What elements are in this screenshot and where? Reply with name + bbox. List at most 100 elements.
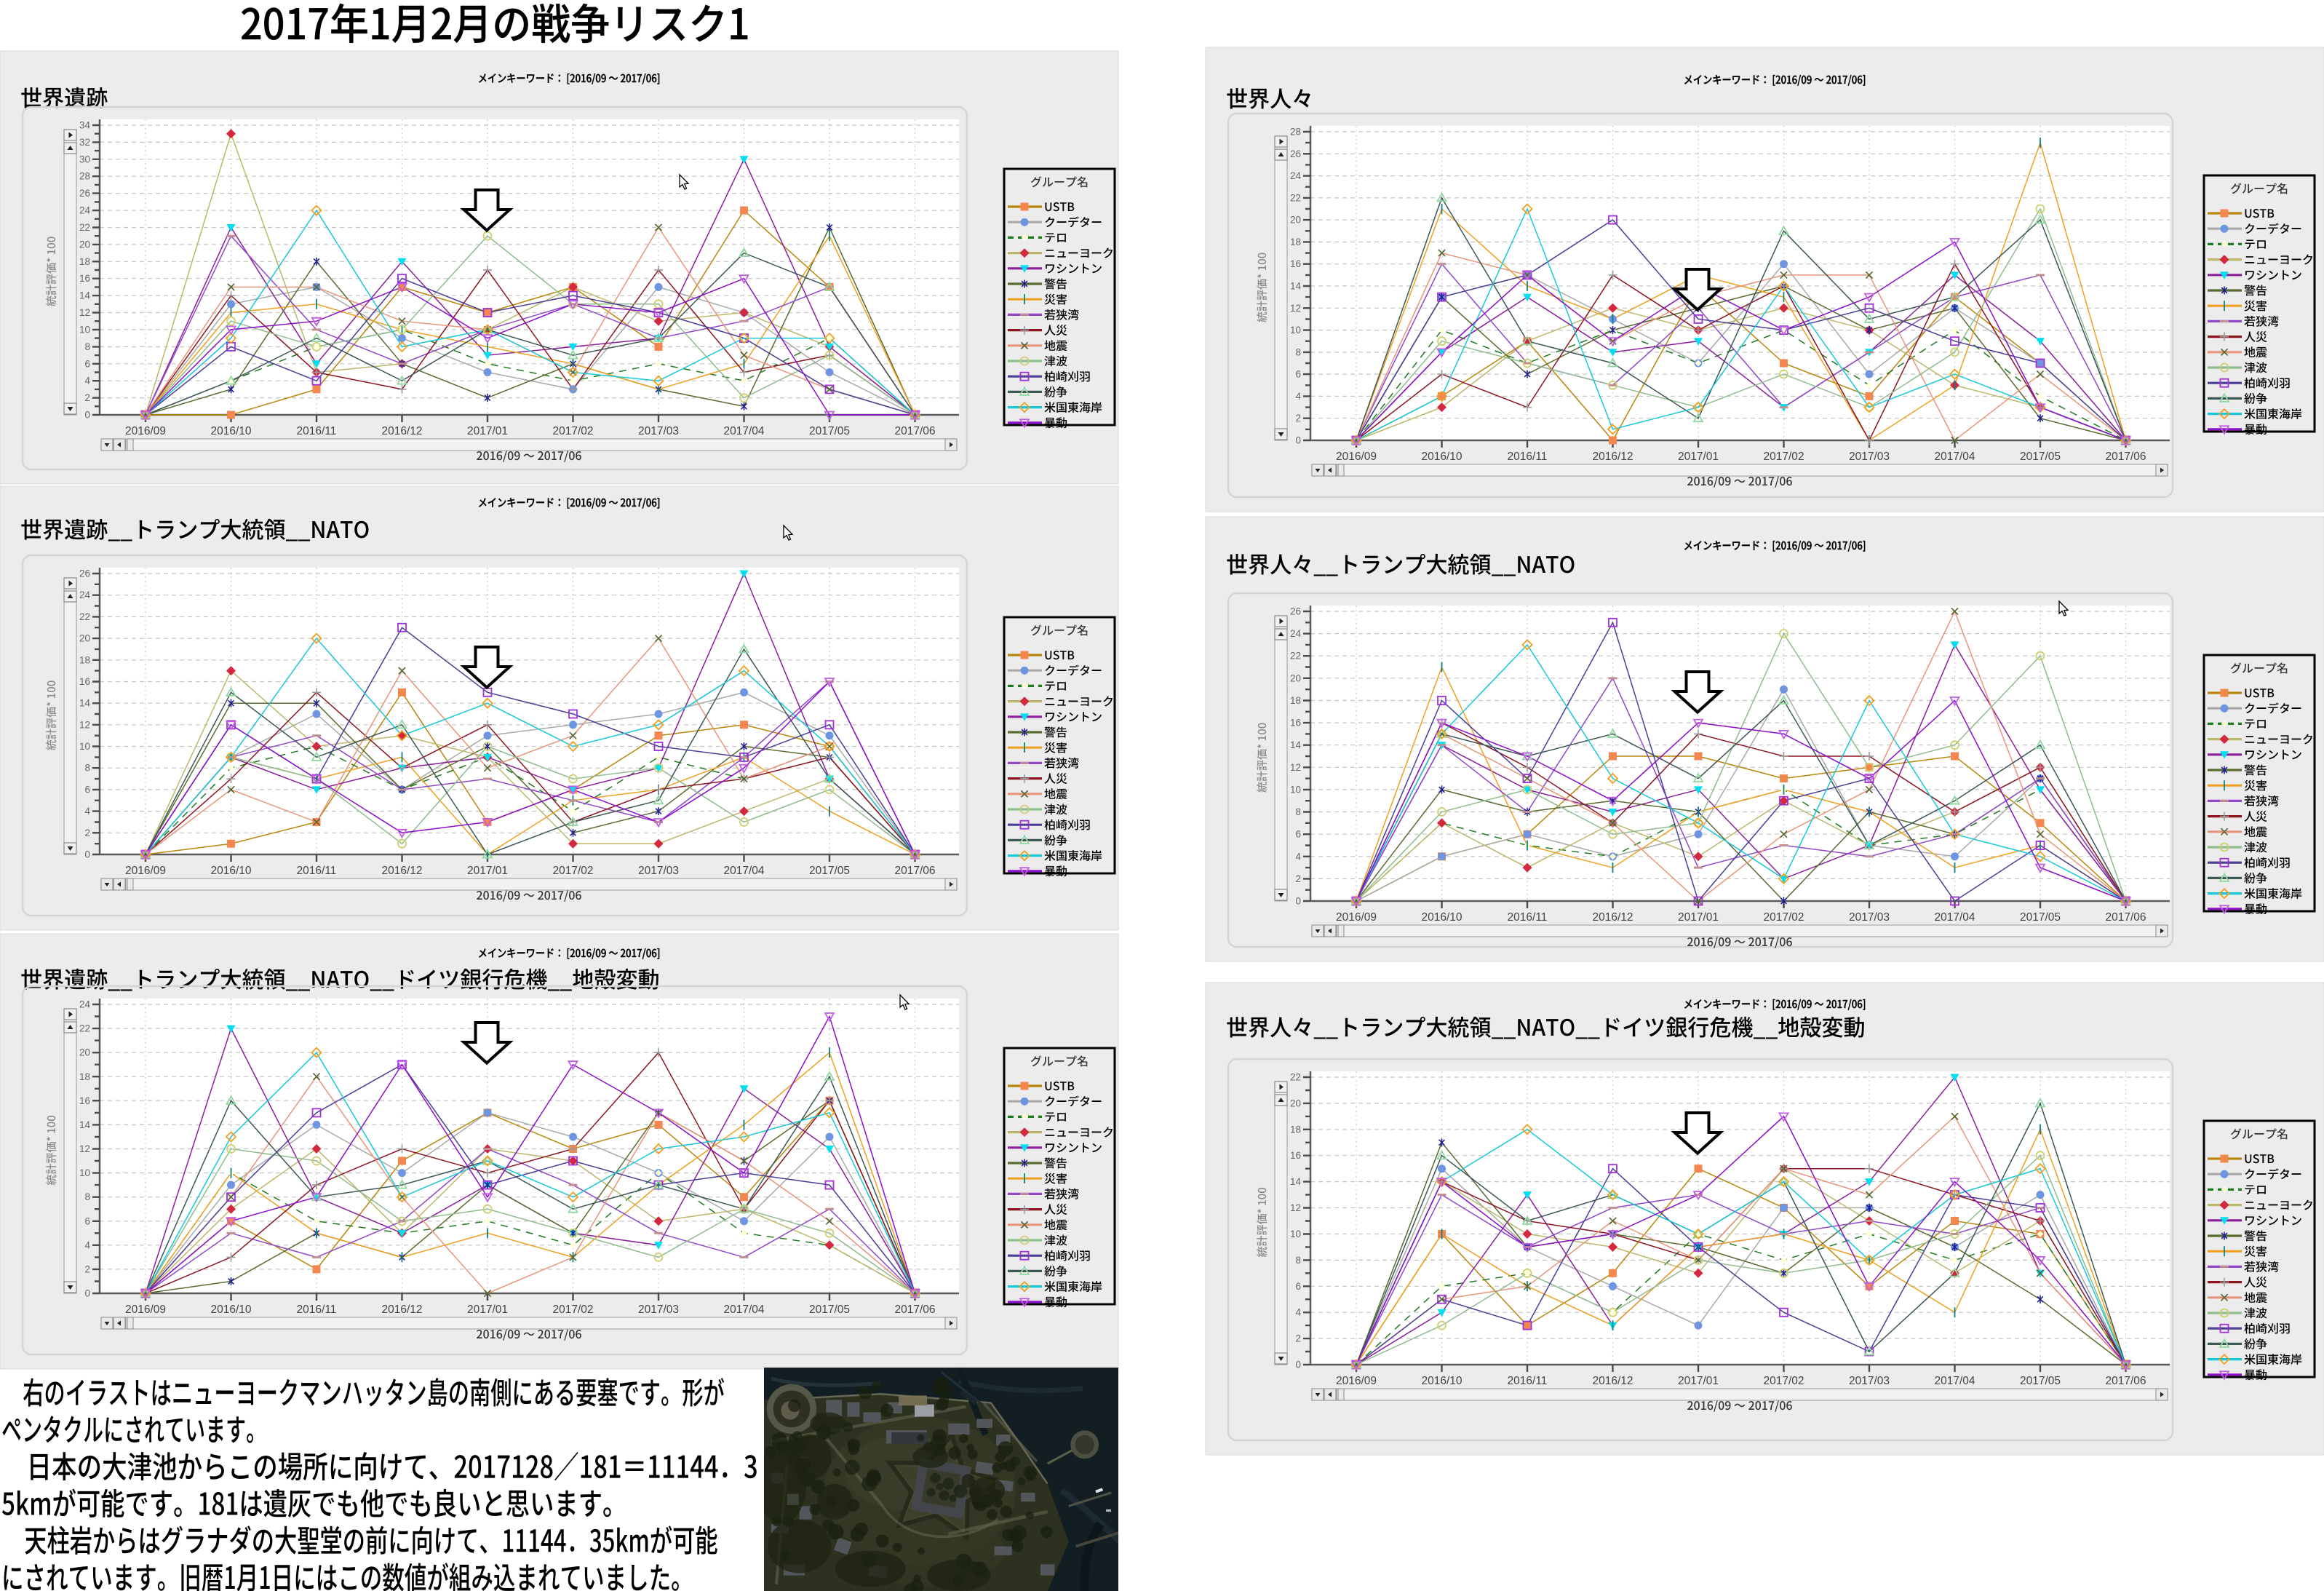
svg-text:24: 24 [79, 590, 91, 600]
svg-text:10: 10 [79, 1167, 90, 1178]
svg-text:24: 24 [1290, 170, 1302, 181]
svg-text:16: 16 [1290, 718, 1301, 729]
svg-text:4: 4 [1295, 391, 1301, 402]
svg-text:14: 14 [79, 698, 91, 709]
svg-text:2017/03: 2017/03 [638, 1304, 679, 1316]
svg-text:2017/02: 2017/02 [552, 425, 593, 437]
svg-text:2017/02: 2017/02 [552, 865, 593, 877]
svg-text:2017/01: 2017/01 [467, 865, 508, 877]
svg-text:18: 18 [79, 654, 90, 665]
svg-text:0: 0 [1295, 896, 1301, 907]
svg-text:2016/09: 2016/09 [125, 425, 166, 437]
svg-text:2: 2 [1295, 873, 1301, 884]
svg-text:28: 28 [79, 171, 90, 182]
svg-text:2017/04: 2017/04 [723, 865, 764, 877]
svg-text:34: 34 [79, 120, 91, 131]
svg-text:0: 0 [84, 410, 90, 421]
svg-text:16: 16 [79, 676, 90, 687]
svg-text:0: 0 [84, 1288, 90, 1299]
svg-text:2017/05: 2017/05 [809, 425, 850, 437]
svg-text:24: 24 [79, 205, 91, 216]
svg-text:14: 14 [79, 1119, 91, 1130]
svg-text:24: 24 [79, 999, 91, 1010]
svg-text:2017/06: 2017/06 [2105, 1375, 2146, 1387]
svg-text:32: 32 [79, 137, 90, 148]
svg-text:2017/06: 2017/06 [2105, 911, 2146, 924]
svg-text:14: 14 [1290, 1176, 1302, 1187]
svg-text:2016/10: 2016/10 [210, 865, 251, 877]
svg-text:20: 20 [79, 1047, 90, 1058]
svg-text:20: 20 [79, 239, 90, 250]
svg-text:2017/01: 2017/01 [1678, 451, 1719, 463]
svg-text:26: 26 [1290, 148, 1301, 159]
svg-text:4: 4 [84, 806, 90, 817]
svg-text:2: 2 [84, 392, 90, 403]
svg-text:2017/03: 2017/03 [638, 425, 679, 437]
svg-text:2017/05: 2017/05 [809, 1304, 850, 1316]
svg-text:0: 0 [1295, 1360, 1301, 1370]
svg-text:2016/11: 2016/11 [297, 1304, 337, 1316]
svg-text:2: 2 [84, 1263, 90, 1274]
svg-text:4: 4 [84, 1239, 90, 1250]
svg-text:12: 12 [79, 307, 90, 318]
svg-text:2016/09: 2016/09 [1336, 1375, 1377, 1387]
svg-text:2016/12: 2016/12 [381, 1304, 422, 1316]
svg-text:6: 6 [84, 358, 90, 369]
svg-text:18: 18 [1290, 237, 1301, 247]
svg-text:2016/10: 2016/10 [1421, 1375, 1462, 1387]
svg-text:2016/11: 2016/11 [1508, 1375, 1548, 1387]
svg-text:2016/09: 2016/09 [1336, 451, 1377, 463]
svg-text:8: 8 [84, 341, 90, 352]
svg-text:26: 26 [1290, 606, 1301, 617]
svg-text:2017/06: 2017/06 [894, 865, 935, 877]
svg-text:2016/10: 2016/10 [210, 1304, 251, 1316]
svg-text:10: 10 [1290, 784, 1301, 795]
svg-text:2017/04: 2017/04 [1934, 451, 1975, 463]
svg-text:14: 14 [79, 290, 91, 301]
svg-text:22: 22 [1290, 1072, 1301, 1083]
svg-text:2017/04: 2017/04 [1934, 1375, 1975, 1387]
svg-text:16: 16 [79, 273, 90, 284]
svg-text:4: 4 [84, 376, 90, 386]
svg-text:2016/12: 2016/12 [1592, 1375, 1633, 1387]
svg-text:2017/05: 2017/05 [2020, 451, 2061, 463]
svg-text:2017/04: 2017/04 [1934, 911, 1975, 924]
svg-text:2017/02: 2017/02 [1763, 1375, 1804, 1387]
svg-text:28: 28 [1290, 127, 1301, 138]
svg-text:2017/02: 2017/02 [552, 1304, 593, 1316]
svg-text:16: 16 [79, 1095, 90, 1106]
svg-text:16: 16 [1290, 258, 1301, 269]
svg-text:2016/12: 2016/12 [381, 425, 422, 437]
svg-text:12: 12 [79, 1143, 90, 1154]
svg-text:0: 0 [1295, 435, 1301, 446]
svg-text:26: 26 [79, 568, 90, 579]
svg-text:2017/06: 2017/06 [894, 1304, 935, 1316]
svg-text:20: 20 [1290, 1098, 1301, 1108]
svg-text:2016/11: 2016/11 [297, 425, 337, 437]
svg-text:2017/03: 2017/03 [1849, 1375, 1890, 1387]
svg-text:12: 12 [1290, 1202, 1301, 1213]
svg-text:22: 22 [79, 222, 90, 233]
svg-text:2016/12: 2016/12 [381, 865, 422, 877]
svg-text:2017/06: 2017/06 [2105, 451, 2146, 463]
svg-text:2016/12: 2016/12 [1592, 451, 1633, 463]
svg-text:2016/11: 2016/11 [1508, 451, 1548, 463]
svg-text:2017/03: 2017/03 [1849, 911, 1890, 924]
svg-text:20: 20 [1290, 672, 1301, 683]
svg-text:22: 22 [1290, 651, 1301, 662]
svg-text:6: 6 [84, 784, 90, 795]
svg-text:2016/12: 2016/12 [1592, 911, 1633, 924]
svg-text:18: 18 [1290, 1124, 1301, 1135]
svg-text:10: 10 [79, 324, 90, 335]
svg-text:2017/03: 2017/03 [1849, 451, 1890, 463]
svg-text:22: 22 [79, 1023, 90, 1034]
svg-text:2017/02: 2017/02 [1763, 911, 1804, 924]
svg-text:18: 18 [79, 256, 90, 267]
svg-text:2016/10: 2016/10 [1421, 451, 1462, 463]
svg-text:6: 6 [1295, 369, 1301, 380]
svg-text:10: 10 [1290, 1229, 1301, 1239]
svg-text:2017/02: 2017/02 [1763, 451, 1804, 463]
svg-text:2: 2 [1295, 1333, 1301, 1344]
svg-text:6: 6 [1295, 829, 1301, 840]
svg-text:22: 22 [79, 611, 90, 622]
